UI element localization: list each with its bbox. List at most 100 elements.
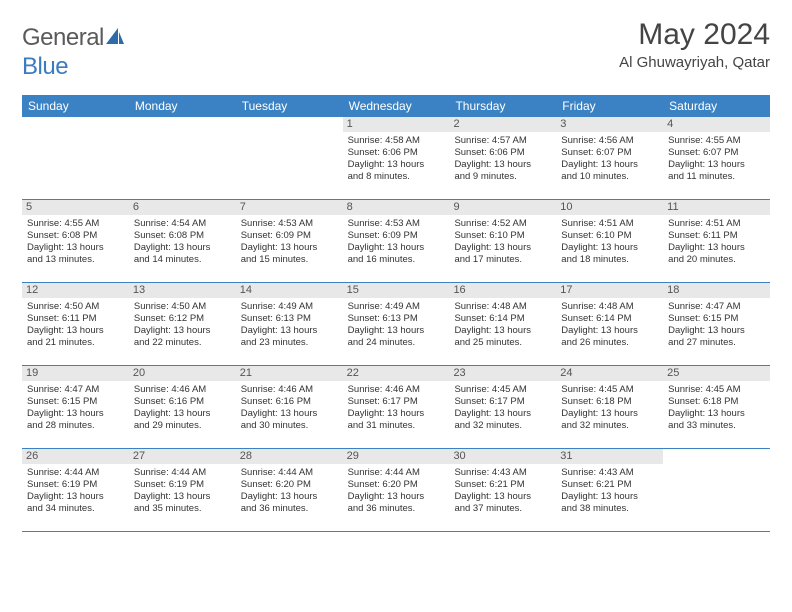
day-info-line: Sunset: 6:08 PM (134, 230, 231, 242)
day-info-line: Daylight: 13 hours (561, 325, 658, 337)
day-info-line: Sunrise: 4:55 AM (668, 135, 765, 147)
day-info-line: Sunset: 6:21 PM (454, 479, 551, 491)
day-info-line: Daylight: 13 hours (668, 408, 765, 420)
day-info-line: and 32 minutes. (561, 420, 658, 432)
location: Al Ghuwayriyah, Qatar (619, 54, 770, 71)
day-info-line: Sunset: 6:15 PM (27, 396, 124, 408)
day-info-line: Daylight: 13 hours (348, 408, 445, 420)
day-number: 7 (236, 200, 343, 216)
day-info-line: Sunset: 6:07 PM (561, 147, 658, 159)
day-number: 22 (343, 366, 450, 382)
day-cell: 20Sunrise: 4:46 AMSunset: 6:16 PMDayligh… (129, 366, 236, 448)
day-cell: 8Sunrise: 4:53 AMSunset: 6:09 PMDaylight… (343, 200, 450, 282)
day-info-line: and 10 minutes. (561, 171, 658, 183)
day-info-line: Sunrise: 4:55 AM (27, 218, 124, 230)
day-info-line: and 33 minutes. (668, 420, 765, 432)
day-info-line: and 29 minutes. (134, 420, 231, 432)
day-info-line: and 35 minutes. (134, 503, 231, 515)
day-info-line: and 23 minutes. (241, 337, 338, 349)
day-cell: 26Sunrise: 4:44 AMSunset: 6:19 PMDayligh… (22, 449, 129, 531)
day-number: 18 (663, 283, 770, 299)
day-cell: 18 Sunrise: 4:47 AMSunset: 6:15 PMDayligh… (663, 283, 770, 365)
day-info-line: Sunset: 6:09 PM (241, 230, 338, 242)
day-number: 17 (556, 283, 663, 299)
logo-text-2: Blue (22, 53, 68, 80)
day-info-line: and 27 minutes. (668, 337, 765, 349)
day-info-line: Sunrise: 4:48 AM (454, 301, 551, 313)
week-row: 19Sunrise: 4:47 AMSunset: 6:15 PMDayligh… (22, 366, 770, 449)
day-info-line: Sunset: 6:17 PM (348, 396, 445, 408)
day-info-line: and 25 minutes. (454, 337, 551, 349)
day-info-line: Sunset: 6:07 PM (668, 147, 765, 159)
day-info-line: Daylight: 13 hours (241, 408, 338, 420)
day-info-line: Sunrise: 4:46 AM (241, 384, 338, 396)
day-number: 9 (449, 200, 556, 216)
day-header: Friday (556, 95, 663, 117)
day-number: 14 (236, 283, 343, 299)
day-number: 12 (22, 283, 129, 299)
day-info-line: Sunset: 6:13 PM (241, 313, 338, 325)
day-number: 26 (22, 449, 129, 465)
day-info-line: Sunrise: 4:54 AM (134, 218, 231, 230)
day-info-line: Sunset: 6:08 PM (27, 230, 124, 242)
day-info-line: Sunset: 6:14 PM (561, 313, 658, 325)
day-info-line: Sunrise: 4:47 AM (27, 384, 124, 396)
day-info-line: Daylight: 13 hours (241, 325, 338, 337)
day-info-line: Daylight: 13 hours (454, 408, 551, 420)
day-cell: 28Sunrise: 4:44 AMSunset: 6:20 PMDayligh… (236, 449, 343, 531)
logo: GeneralBlue (22, 24, 126, 81)
logo-sail-icon (104, 25, 126, 53)
day-info-line: Sunset: 6:09 PM (348, 230, 445, 242)
day-number: 21 (236, 366, 343, 382)
day-info-line: Sunset: 6:11 PM (27, 313, 124, 325)
day-info-line: Sunset: 6:18 PM (561, 396, 658, 408)
day-info-line: Sunset: 6:15 PM (668, 313, 765, 325)
day-info-line: Sunset: 6:06 PM (348, 147, 445, 159)
day-info-line: Daylight: 13 hours (241, 491, 338, 503)
day-cell: 1 Sunrise: 4:58 AMSunset: 6:06 PMDaylight… (343, 117, 450, 199)
day-cell (129, 117, 236, 199)
day-info-line: Daylight: 13 hours (348, 159, 445, 171)
day-info-line: and 38 minutes. (561, 503, 658, 515)
day-info-line: and 30 minutes. (241, 420, 338, 432)
day-info-line: Daylight: 13 hours (668, 325, 765, 337)
day-info-line: and 11 minutes. (668, 171, 765, 183)
day-cell: 11Sunrise: 4:51 AMSunset: 6:11 PMDayligh… (663, 200, 770, 282)
day-info-line: Daylight: 13 hours (27, 491, 124, 503)
day-info-line: Sunset: 6:10 PM (561, 230, 658, 242)
day-info-line: Sunrise: 4:46 AM (134, 384, 231, 396)
day-info-line: Sunset: 6:14 PM (454, 313, 551, 325)
day-header: Monday (129, 95, 236, 117)
day-info-line: Sunrise: 4:58 AM (348, 135, 445, 147)
day-info-line: and 24 minutes. (348, 337, 445, 349)
day-info-line: Sunrise: 4:44 AM (134, 467, 231, 479)
day-info-line: Daylight: 13 hours (454, 159, 551, 171)
day-info-line: Sunrise: 4:57 AM (454, 135, 551, 147)
day-number: 28 (236, 449, 343, 465)
day-info-line: Daylight: 13 hours (134, 325, 231, 337)
day-number: 10 (556, 200, 663, 216)
day-info-line: Sunset: 6:06 PM (454, 147, 551, 159)
day-info-line: and 18 minutes. (561, 254, 658, 266)
week-row: 26Sunrise: 4:44 AMSunset: 6:19 PMDayligh… (22, 449, 770, 532)
day-cell: 13Sunrise: 4:50 AMSunset: 6:12 PMDayligh… (129, 283, 236, 365)
day-number: 6 (129, 200, 236, 216)
day-number: 24 (556, 366, 663, 382)
day-info-line: Sunrise: 4:50 AM (27, 301, 124, 313)
day-number: 20 (129, 366, 236, 382)
day-info-line: Sunrise: 4:50 AM (134, 301, 231, 313)
day-cell: 23Sunrise: 4:45 AMSunset: 6:17 PMDayligh… (449, 366, 556, 448)
day-info-line: and 32 minutes. (454, 420, 551, 432)
weeks-container: 1Sunrise: 4:58 AMSunset: 6:06 PMDaylight… (22, 117, 770, 532)
day-number: 1 (343, 117, 450, 133)
day-info-line: Daylight: 13 hours (668, 242, 765, 254)
day-info-line: Daylight: 13 hours (27, 408, 124, 420)
day-info-line: Sunrise: 4:47 AM (668, 301, 765, 313)
day-cell: 12Sunrise: 4:50 AMSunset: 6:11 PMDayligh… (22, 283, 129, 365)
day-cell: 5Sunrise: 4:55 AMSunset: 6:08 PMDaylight… (22, 200, 129, 282)
day-info-line: and 34 minutes. (27, 503, 124, 515)
week-row: 5Sunrise: 4:55 AMSunset: 6:08 PMDaylight… (22, 200, 770, 283)
day-info-line: and 26 minutes. (561, 337, 658, 349)
day-cell: 3Sunrise: 4:56 AMSunset: 6:07 PMDaylight… (556, 117, 663, 199)
day-info-line: Sunrise: 4:56 AM (561, 135, 658, 147)
